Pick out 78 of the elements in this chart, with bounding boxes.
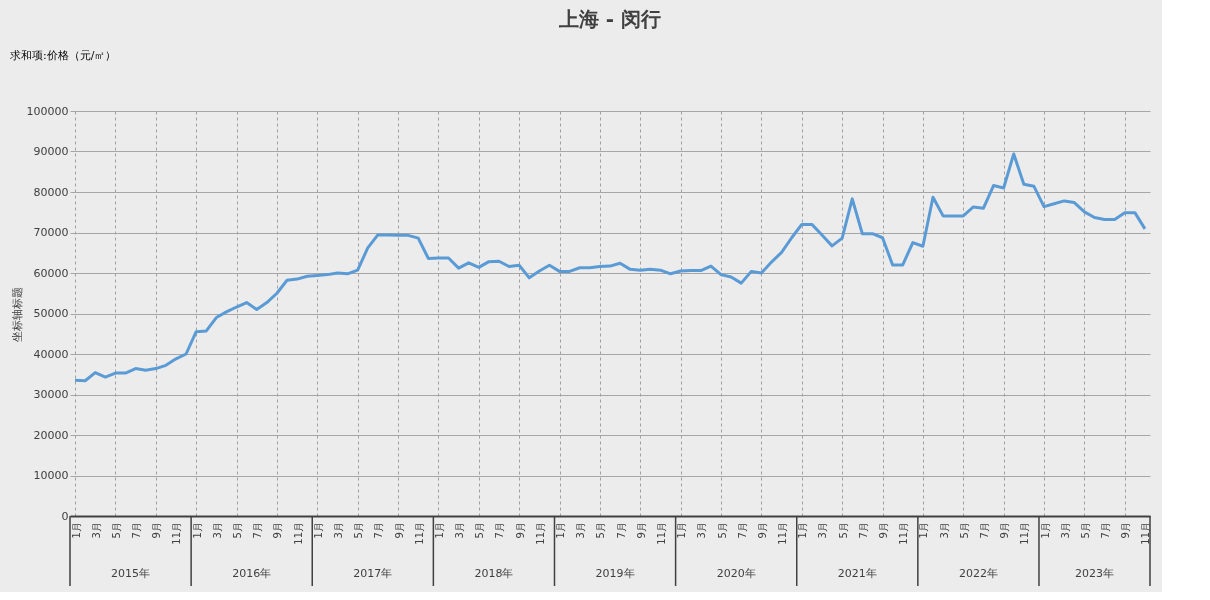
x-tick-label: 5月 — [958, 522, 970, 539]
y-tick-label: 90000 — [33, 145, 69, 158]
x-tick-label: 1月 — [797, 522, 809, 539]
x-tick-label: 3月 — [454, 522, 466, 539]
x-tick-label: 5月 — [353, 522, 365, 539]
x-tick-label: 11月 — [898, 522, 910, 545]
x-tick-label: 7月 — [615, 522, 627, 539]
x-tick-label: 1月 — [312, 522, 324, 539]
x-tick-label: 9月 — [878, 522, 890, 539]
x-tick-label: 9月 — [999, 522, 1011, 539]
x-tick-label: 7月 — [978, 522, 990, 539]
text: 2022年 — [958, 567, 998, 580]
text: 2017年 — [353, 567, 393, 580]
x-tick-label: 11月 — [1140, 522, 1152, 545]
y-tick-label: 10000 — [33, 469, 69, 482]
x-tick-label: 11月 — [1019, 522, 1031, 545]
x-tick-label: 9月 — [272, 522, 284, 539]
x-tick-label: 9月 — [1120, 522, 1132, 539]
text: 2016年 — [232, 567, 272, 580]
x-tick-label: 11月 — [292, 522, 304, 545]
x-tick-label: 5月 — [837, 522, 849, 539]
y-tick-label: 50000 — [33, 307, 69, 320]
text: 2018年 — [474, 567, 514, 580]
x-tick-label: 9月 — [756, 522, 768, 539]
x-tick-label: 7月 — [494, 522, 506, 539]
text: 2023年 — [1074, 567, 1114, 580]
x-tick-label: 5月 — [232, 522, 244, 539]
x-tick-label: 1月 — [70, 522, 82, 539]
x-tick-label: 9月 — [514, 522, 526, 539]
text: 2015年 — [111, 567, 151, 580]
x-tick-label: 7月 — [131, 522, 143, 539]
x-tick-label: 7月 — [252, 522, 264, 539]
x-tick-label: 7月 — [1100, 522, 1112, 539]
x-tick-label: 1月 — [1039, 522, 1051, 539]
x-tick-label: 1月 — [918, 522, 930, 539]
y-tick-label: 40000 — [33, 347, 69, 361]
x-tick-label: 11月 — [171, 522, 183, 545]
y-tick-label: 0 — [61, 509, 69, 523]
x-tick-label: 3月 — [938, 522, 950, 539]
y-tick-label: 60000 — [33, 266, 69, 280]
x-tick-label: 11月 — [777, 522, 789, 545]
x-tick-label: 5月 — [110, 522, 122, 539]
x-tick-label: 1月 — [676, 522, 688, 539]
x-tick-label: 7月 — [736, 522, 748, 539]
y-tick-label: 70000 — [33, 226, 69, 239]
line-series — [73, 152, 1147, 383]
x-tick-label: 9月 — [393, 522, 405, 539]
x-tick-label: 3月 — [211, 522, 223, 539]
x-tick-label: 9月 — [635, 522, 647, 539]
text: 2019年 — [595, 567, 635, 580]
text: 2020年 — [716, 567, 756, 580]
x-tick-label: 5月 — [595, 522, 607, 539]
y-tick-label: 100000 — [26, 104, 69, 118]
y-tick-label: 20000 — [33, 428, 69, 442]
y-axis-title: 坐标轴标题 — [10, 286, 24, 342]
x-tick-label: 3月 — [1059, 522, 1071, 539]
text: 求和项:价格（元/㎡） — [10, 49, 117, 62]
y-tick-label: 80000 — [33, 185, 69, 199]
x-tick-label: 9月 — [151, 522, 163, 539]
x-tick-label: 5月 — [716, 522, 728, 539]
x-tick-label: 3月 — [575, 522, 587, 539]
x-tick-label: 1月 — [555, 522, 567, 539]
x-tick-label: 11月 — [413, 522, 425, 545]
x-tick-label: 3月 — [817, 522, 829, 539]
text: 2021年 — [837, 567, 877, 580]
x-tick-label: 5月 — [474, 522, 486, 539]
y-tick-label: 30000 — [33, 388, 69, 401]
x-tick-label: 11月 — [655, 522, 667, 545]
x-tick-label: 3月 — [332, 522, 344, 539]
x-tick-label: 3月 — [90, 522, 102, 539]
x-tick-label: 5月 — [1079, 522, 1091, 539]
x-tick-label: 7月 — [857, 522, 869, 539]
x-tick-label: 7月 — [373, 522, 385, 539]
x-tick-label: 1月 — [433, 522, 445, 539]
x-tick-label: 1月 — [191, 522, 203, 539]
chart-title: 上海 - 闵行 — [557, 7, 662, 31]
x-tick-label: 3月 — [696, 522, 708, 539]
x-tick-label: 11月 — [534, 522, 546, 545]
